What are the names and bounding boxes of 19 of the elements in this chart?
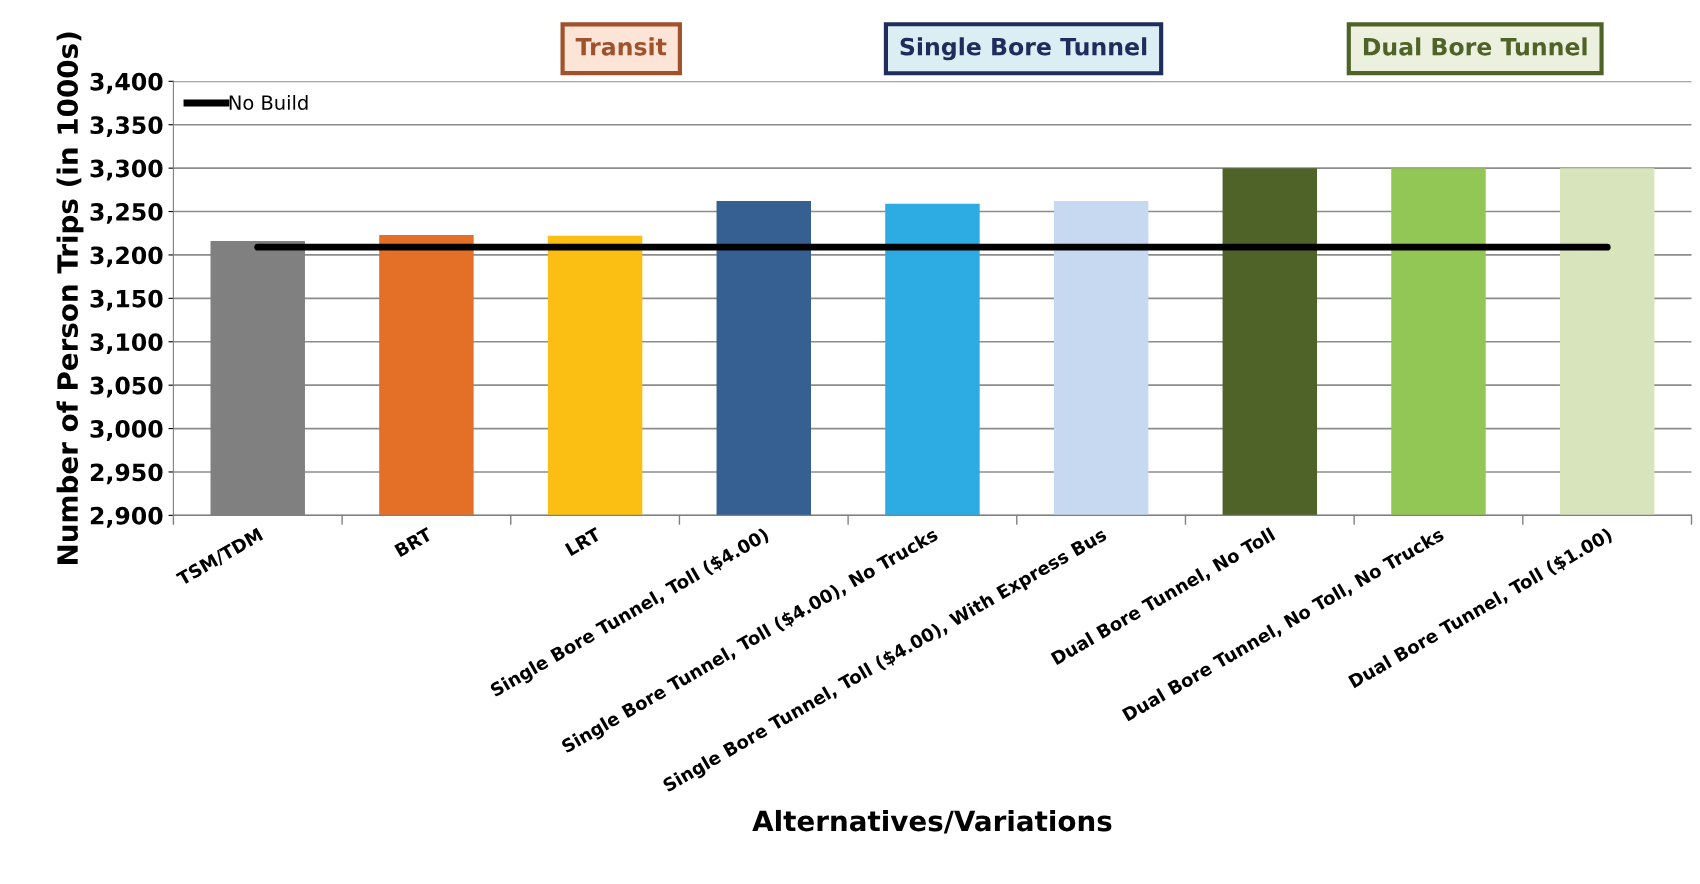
y-tick-label: 3,300 [90,159,163,181]
y-tick-label: 3,400 [90,72,163,94]
y-tick-label: 3,050 [90,376,163,398]
text: Single Bore Tunnel [900,37,1147,61]
y-tick-label: 3,200 [90,246,163,268]
y-tick-label: 3,150 [90,289,163,311]
text: Transit [575,37,667,56]
y-tick-label: 3,000 [90,420,163,441]
x-axis-title: Alternatives/Variations [752,809,1112,834]
y-axis-title: Number of Person Trips (in 1000s) [56,32,84,564]
y-tick-label: 2,900 [90,506,163,528]
y-tick-label: 3,350 [90,116,163,138]
y-tick-label: 3,100 [90,333,163,355]
text: Dual Bore Tunnel [1363,37,1587,56]
x-tick-label: LRT [564,527,602,556]
y-tick-label: 2,950 [90,463,163,485]
legend-label: No Build [229,94,308,110]
x-tick-label: BRT [394,527,434,558]
y-tick-label: 3,250 [90,202,163,224]
